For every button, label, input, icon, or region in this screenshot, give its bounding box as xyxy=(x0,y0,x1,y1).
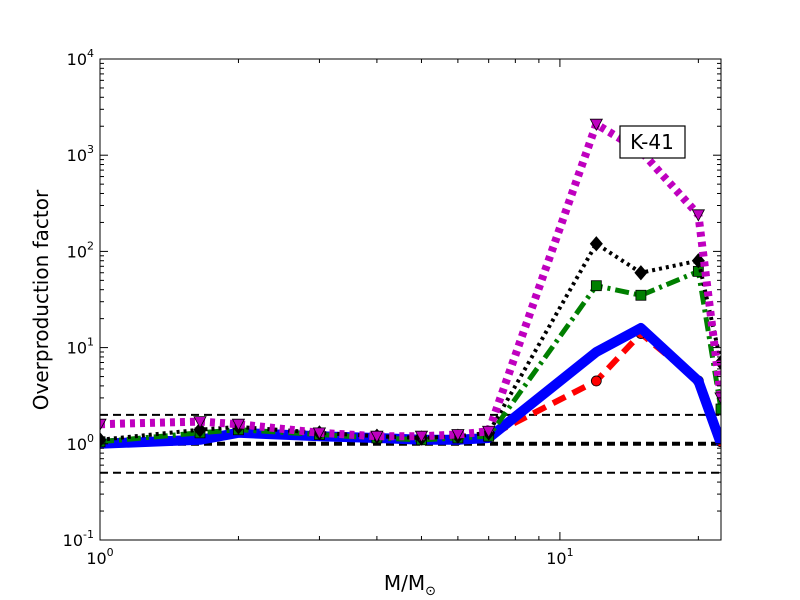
series-4-point-1 xyxy=(193,416,207,429)
series-2-point-11 xyxy=(715,403,721,415)
series-4-point-8 xyxy=(589,118,604,132)
x-axis-label: M/M⊙ xyxy=(384,571,436,599)
y-tick-label-base: 10 xyxy=(67,50,87,69)
series-3-point-1 xyxy=(193,422,207,438)
series-4-point-2 xyxy=(231,418,246,431)
ticks xyxy=(99,58,721,541)
series-2-point-9 xyxy=(635,289,647,301)
x-tick-label-0: 100 xyxy=(86,546,113,568)
y-tick-label-exp: -1 xyxy=(83,528,94,541)
series-layer xyxy=(100,118,721,449)
y-tick-label-2: 101 xyxy=(67,336,94,358)
y-tick-label-base: 10 xyxy=(67,146,87,165)
annotation-box: K-41 xyxy=(619,125,686,159)
x-tick-label-base: 10 xyxy=(86,549,106,568)
series-4-point-7 xyxy=(481,425,496,439)
series-4-line xyxy=(100,120,721,441)
y-tick-label-exp: 2 xyxy=(87,239,94,252)
y-tick-label-base: 10 xyxy=(63,531,83,550)
series-0-point-8 xyxy=(590,375,602,387)
x-tick-label-1: 101 xyxy=(546,546,573,568)
series-4-point-4 xyxy=(370,430,384,444)
series-2-line xyxy=(100,268,721,445)
plot-frame xyxy=(99,58,722,541)
x-tick-label-exp: 1 xyxy=(567,546,574,559)
series-4-point-5 xyxy=(414,430,429,444)
y-tick-label-5: 104 xyxy=(67,47,94,69)
y-tick-label-exp: 4 xyxy=(87,47,94,60)
x-tick-label-base: 10 xyxy=(546,549,566,568)
series-2-point-8 xyxy=(590,280,602,292)
y-tick-label-exp: 0 xyxy=(87,432,94,445)
y-tick-label-exp: 1 xyxy=(87,336,94,349)
series-3-point-9 xyxy=(634,265,648,281)
y-tick-label-base: 10 xyxy=(67,242,87,261)
series-4-point-0 xyxy=(100,418,107,431)
series-1-line xyxy=(100,323,721,449)
y-tick-label-4: 103 xyxy=(67,143,94,165)
x-axis-label-subscript: ⊙ xyxy=(425,584,436,599)
series-3-point-8 xyxy=(589,236,603,252)
y-tick-label-exp: 3 xyxy=(87,143,94,156)
series-1 xyxy=(100,323,721,449)
y-axis-label: Overproduction factor xyxy=(29,189,53,410)
series-4 xyxy=(100,118,721,444)
y-tick-label-base: 10 xyxy=(67,339,87,358)
series-4-point-3 xyxy=(312,427,327,440)
x-tick-label-exp: 0 xyxy=(107,546,114,559)
series-4-point-10 xyxy=(691,209,706,222)
x-axis-label-main: M/M xyxy=(384,571,425,595)
y-tick-label-3: 102 xyxy=(67,239,94,261)
annotation-label: K-41 xyxy=(630,130,674,154)
y-tick-label-1: 100 xyxy=(67,432,94,454)
y-tick-label-base: 10 xyxy=(67,435,87,454)
series-4-point-6 xyxy=(451,429,465,442)
y-tick-label-0: 10-1 xyxy=(63,528,94,550)
